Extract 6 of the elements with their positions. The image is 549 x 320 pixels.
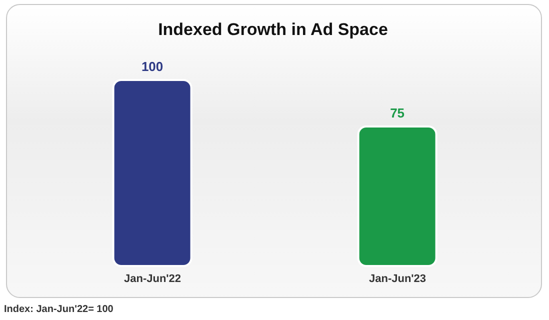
chart-title: Indexed Growth in Ad Space bbox=[157, 20, 389, 40]
x-tick-label: Jan-Jun'22 bbox=[124, 272, 182, 285]
data-label: 100 bbox=[141, 59, 164, 74]
x-tick-label: Jan-Jun'23 bbox=[368, 272, 426, 285]
text: Index: Jan-Jun'22= 100 bbox=[4, 304, 114, 315]
data-label: 75 bbox=[390, 106, 405, 120]
